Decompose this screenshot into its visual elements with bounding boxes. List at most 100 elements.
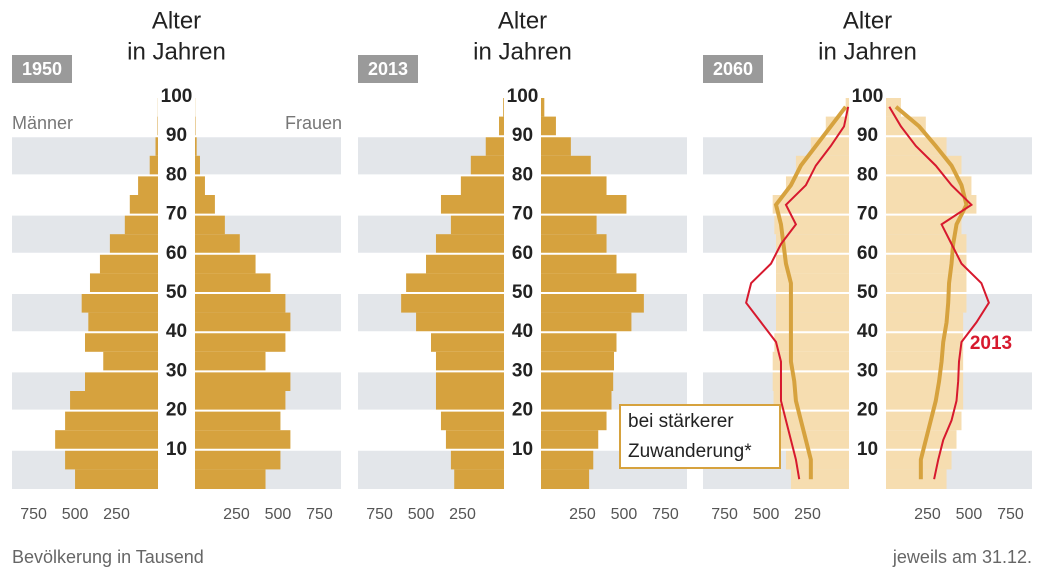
- bar: [195, 430, 291, 450]
- bar: [886, 195, 977, 215]
- y-tick-label: 70: [857, 204, 878, 225]
- line-label: 2013: [970, 333, 1012, 354]
- y-tick-label: 20: [512, 400, 533, 421]
- year-tag: [703, 55, 763, 83]
- y-tick-label: 100: [161, 86, 193, 107]
- bar: [774, 214, 849, 235]
- bar: [886, 410, 962, 431]
- bar: [785, 449, 849, 470]
- bar: [195, 351, 266, 372]
- bar: [541, 155, 591, 176]
- x-tick-label: 500: [956, 506, 983, 523]
- bar: [541, 273, 637, 293]
- bar: [541, 234, 607, 254]
- band: [195, 136, 341, 176]
- bar: [780, 430, 849, 450]
- bar: [85, 371, 158, 391]
- bar: [541, 97, 545, 117]
- bar: [886, 351, 964, 372]
- bar: [149, 155, 158, 176]
- bar: [541, 332, 617, 352]
- bar: [406, 273, 504, 293]
- bar: [886, 175, 972, 195]
- bar: [776, 312, 849, 333]
- year-label: 2013: [368, 59, 408, 79]
- y-tick-label: 20: [857, 400, 878, 421]
- y-tick-label: 90: [166, 125, 187, 146]
- bar: [416, 312, 504, 333]
- bar: [195, 234, 240, 254]
- bar: [195, 449, 281, 470]
- y-tick-label: 100: [852, 86, 884, 107]
- x-tick-label: 750: [652, 506, 679, 523]
- bar: [450, 214, 504, 235]
- bar: [886, 155, 962, 176]
- bar: [503, 97, 504, 117]
- bar: [195, 332, 286, 352]
- year-tag: [358, 55, 418, 83]
- x-tick-label: 250: [223, 506, 250, 523]
- x-tick-label: 750: [997, 506, 1024, 523]
- bar: [440, 410, 504, 431]
- bar: [541, 214, 597, 235]
- year-label: 2060: [713, 59, 753, 79]
- bar: [499, 116, 504, 137]
- y-tick-label: 20: [166, 400, 187, 421]
- bar: [195, 391, 286, 411]
- bar: [470, 155, 504, 176]
- y-tick-label: 60: [857, 243, 878, 264]
- bar: [776, 410, 849, 431]
- x-tick-label: 750: [20, 506, 47, 523]
- bar: [886, 273, 967, 293]
- bar: [445, 430, 504, 450]
- bar: [401, 293, 504, 313]
- line: [773, 105, 848, 480]
- bar: [774, 332, 849, 352]
- callout-box: [619, 404, 781, 469]
- bar: [103, 351, 158, 372]
- bar: [435, 234, 504, 254]
- y-tick-label: 50: [512, 282, 533, 303]
- line: [745, 106, 850, 480]
- year-tag: [12, 55, 72, 83]
- bar: [195, 293, 286, 313]
- y-tick-label: 70: [166, 204, 187, 225]
- bar: [541, 430, 599, 450]
- bar: [776, 293, 849, 313]
- bar: [886, 449, 952, 470]
- y-tick-label: 10: [166, 439, 187, 460]
- x-tick-label: 250: [569, 506, 596, 523]
- bar: [541, 253, 617, 274]
- bar: [431, 332, 504, 352]
- bar: [435, 351, 504, 372]
- bar: [541, 136, 571, 156]
- bar: [138, 175, 158, 195]
- bar: [195, 175, 205, 195]
- series-label: Frauen: [285, 113, 342, 133]
- footer-right: jeweils am 31.12.: [892, 547, 1032, 567]
- x-tick-label: 500: [611, 506, 638, 523]
- x-tick-label: 500: [265, 506, 292, 523]
- bar: [195, 195, 215, 215]
- bar: [195, 371, 291, 391]
- y-tick-label: 70: [512, 204, 533, 225]
- y-tick-label: 60: [512, 243, 533, 264]
- y-tick-label: 30: [512, 360, 533, 381]
- bar: [886, 253, 967, 274]
- bar: [88, 312, 158, 333]
- bar: [85, 332, 158, 352]
- x-tick-label: 750: [711, 506, 738, 523]
- panel-title: Alter: [843, 7, 892, 34]
- panel-title: in Jahren: [473, 38, 572, 65]
- bar: [55, 430, 158, 450]
- panel-title: in Jahren: [127, 38, 226, 65]
- line: [894, 105, 969, 480]
- bar: [541, 312, 632, 333]
- y-tick-label: 90: [857, 125, 878, 146]
- bar: [886, 293, 967, 313]
- bar: [772, 371, 849, 391]
- bar: [776, 253, 849, 274]
- panel-title: Alter: [498, 7, 547, 34]
- bar: [89, 273, 158, 293]
- y-tick-label: 100: [507, 86, 539, 107]
